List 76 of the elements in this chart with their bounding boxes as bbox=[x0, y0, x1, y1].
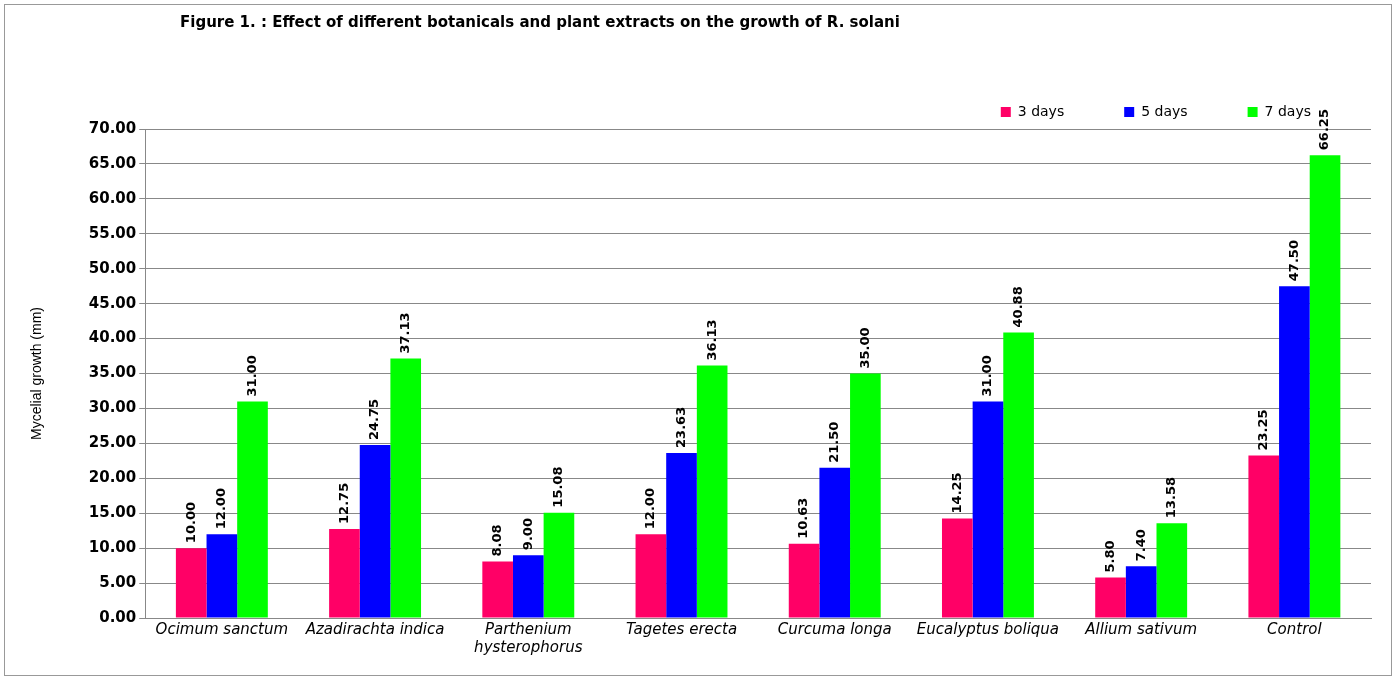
data-label: 10.63 bbox=[795, 497, 811, 539]
x-tick-label: Control bbox=[1267, 619, 1323, 638]
data-label: 40.88 bbox=[1009, 286, 1025, 328]
data-label: 9.00 bbox=[519, 518, 535, 551]
legend-label: 7 days bbox=[1264, 102, 1311, 119]
bar bbox=[1095, 577, 1126, 618]
data-label: 36.13 bbox=[703, 319, 719, 361]
data-label: 47.50 bbox=[1285, 240, 1301, 282]
y-tick-label: 65.00 bbox=[88, 153, 137, 172]
data-label: 5.80 bbox=[1101, 540, 1117, 573]
data-label: 13.58 bbox=[1163, 477, 1179, 519]
y-tick-label: 30.00 bbox=[88, 398, 137, 417]
y-tick-label: 70.00 bbox=[88, 118, 137, 137]
bar bbox=[1248, 455, 1280, 618]
bar bbox=[972, 401, 1004, 618]
data-label: 23.63 bbox=[672, 406, 688, 448]
x-tick-label: Eucalyptus boliqua bbox=[916, 619, 1060, 638]
y-tick-label: 0.00 bbox=[99, 607, 137, 626]
bar bbox=[329, 528, 360, 618]
data-label: 31.00 bbox=[979, 355, 995, 397]
y-tick-label: 45.00 bbox=[88, 293, 137, 312]
bar bbox=[635, 534, 667, 618]
bar bbox=[1156, 523, 1188, 618]
x-tick-label: Ocimum sanctum bbox=[155, 619, 289, 638]
data-label: 15.08 bbox=[550, 466, 566, 508]
y-tick-label: 55.00 bbox=[88, 223, 137, 242]
data-label: 37.13 bbox=[397, 312, 413, 354]
data-label: 24.75 bbox=[366, 398, 382, 441]
bar bbox=[788, 543, 820, 618]
bar bbox=[819, 467, 851, 618]
bar bbox=[696, 365, 728, 618]
y-tick-label: 10.00 bbox=[88, 538, 137, 557]
data-label: 23.25 bbox=[1255, 409, 1271, 451]
data-label: 12.00 bbox=[213, 488, 229, 530]
bar bbox=[1125, 566, 1157, 618]
legend-label: 3 days bbox=[1017, 102, 1065, 119]
data-label: 7.40 bbox=[1132, 529, 1148, 562]
y-tick-label: 20.00 bbox=[88, 468, 137, 487]
y-tick-label: 35.00 bbox=[88, 363, 137, 382]
y-tick-label: 40.00 bbox=[88, 328, 137, 347]
bar bbox=[543, 512, 575, 618]
bar bbox=[175, 548, 207, 618]
bar bbox=[237, 401, 268, 618]
data-label: 12.00 bbox=[642, 488, 658, 530]
bar bbox=[359, 445, 391, 618]
bar bbox=[1279, 286, 1310, 618]
y-tick-label: 25.00 bbox=[88, 433, 137, 452]
bar bbox=[850, 373, 881, 618]
x-tick-label: Parthenium hysterophorus bbox=[474, 619, 583, 656]
y-tick-label: 5.00 bbox=[99, 572, 137, 591]
data-label: 66.25 bbox=[1316, 109, 1332, 151]
y-tick-label: 15.00 bbox=[88, 503, 137, 522]
bar bbox=[1003, 332, 1034, 618]
data-label: 10.00 bbox=[182, 502, 198, 544]
bar bbox=[206, 534, 238, 618]
bar bbox=[512, 555, 544, 618]
x-tick-label: Allium sativum bbox=[1084, 619, 1198, 638]
x-tick-label: Azadirachta indica bbox=[304, 619, 445, 638]
y-tick-label: 60.00 bbox=[88, 188, 137, 207]
x-tick-label: Tagetes erecta bbox=[625, 619, 738, 638]
y-tick-label: 50.00 bbox=[88, 258, 137, 277]
data-label: 8.08 bbox=[489, 524, 505, 557]
bar bbox=[666, 452, 697, 618]
legend-label: 5 days bbox=[1141, 102, 1188, 119]
data-label: 12.75 bbox=[335, 482, 351, 524]
bar bbox=[941, 518, 973, 618]
data-label: 31.00 bbox=[243, 355, 259, 397]
y-axis-title: Mycelial growth (mm) bbox=[28, 306, 45, 441]
bar bbox=[390, 358, 422, 618]
data-label: 35.00 bbox=[856, 327, 872, 369]
bar bbox=[482, 561, 513, 618]
data-label: 21.50 bbox=[826, 421, 842, 463]
chart-title: Figure 1. : Effect of different botanicals and plant extracts on the growth of R. solani bbox=[180, 13, 900, 31]
bar bbox=[1309, 155, 1341, 618]
x-tick-label: Curcuma longa bbox=[777, 619, 892, 638]
data-label: 14.25 bbox=[948, 472, 964, 514]
